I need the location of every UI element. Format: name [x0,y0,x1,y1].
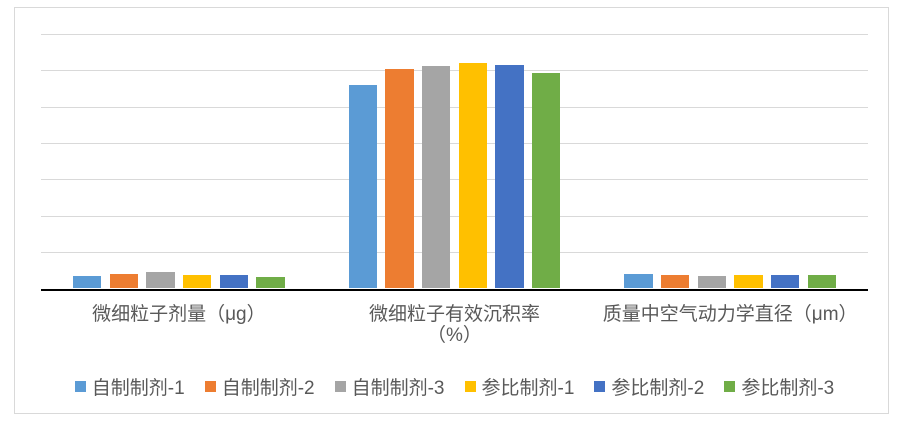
category-label-line: 微细粒子有效沉积率 [368,304,540,325]
gridline [41,106,868,108]
category-label-2[interactable]: 微细粒子有效沉积率 （%） [317,304,593,346]
legend-item-5[interactable]: 参比制剂-2 [594,373,704,400]
gridline [41,252,868,254]
bar-series3-cat2[interactable] [421,65,451,289]
bar-series4-cat2[interactable] [458,63,488,289]
bar-series6-cat2[interactable] [532,72,561,289]
legend-marker-icon [724,380,736,392]
bar-series5-cat1[interactable] [219,274,249,289]
legend-item-4[interactable]: 参比制剂-1 [464,373,575,400]
legend-item-3[interactable]: 自制制剂-3 [334,373,445,400]
legend-marker-icon [334,380,346,392]
legend-label: 参比制剂-1 [481,377,575,399]
gridline [41,34,868,35]
legend-item-6[interactable]: 参比制剂-3 [724,373,834,400]
bar-series5-cat3[interactable] [771,274,800,289]
category-label-line: （%） [427,325,482,346]
chart-frame[interactable]: 微细粒子剂量（μg） 微细粒子有效沉积率 （%） 质量中空气动力学直径（μm） 自制制… [14,7,889,414]
legend-marker-icon [204,380,216,392]
legend: 自制制剂-1 自制制剂-2 自制制剂-3 参比制剂-1 参比制剂-2 参比制剂-3 [41,373,868,400]
legend-item-2[interactable]: 自制制剂-2 [204,373,315,400]
bar-series1-cat2[interactable] [348,85,377,289]
bar-series3-cat1[interactable] [146,271,175,289]
legend-label: 参比制剂-2 [611,377,705,399]
legend-marker-icon [464,380,476,392]
bar-series6-cat1[interactable] [256,276,285,289]
bar-series4-cat3[interactable] [734,275,763,289]
bar-series6-cat3[interactable] [807,274,837,289]
legend-label: 自制制剂-2 [221,377,315,399]
legend-marker-icon [74,380,86,392]
category-label-line: 微细粒子剂量（μg） [92,304,266,325]
legend-label: 参比制剂-3 [741,377,835,399]
legend-label: 自制制剂-1 [91,377,185,399]
bar-series5-cat2[interactable] [495,65,524,289]
x-axis-line [41,288,868,291]
category-label-line: 质量中空气动力学直径（μm） [602,304,858,325]
category-label-1[interactable]: 微细粒子剂量（μg） [41,304,317,325]
legend-label: 自制制剂-3 [351,377,445,399]
bar-series2-cat3[interactable] [660,274,690,289]
gridline [41,143,868,145]
legend-item-1[interactable]: 自制制剂-1 [74,373,185,400]
gridline [41,70,868,72]
bar-series1-cat3[interactable] [624,273,653,289]
bar-series1-cat1[interactable] [72,275,102,289]
bar-series2-cat2[interactable] [385,68,414,289]
legend-marker-icon [594,380,606,392]
bar-series3-cat3[interactable] [697,275,726,289]
bar-series4-cat1[interactable] [182,274,212,289]
gridline [41,215,868,217]
gridline [41,179,868,181]
bar-series2-cat1[interactable] [109,274,138,289]
category-label-3[interactable]: 质量中空气动力学直径（μm） [592,304,868,325]
